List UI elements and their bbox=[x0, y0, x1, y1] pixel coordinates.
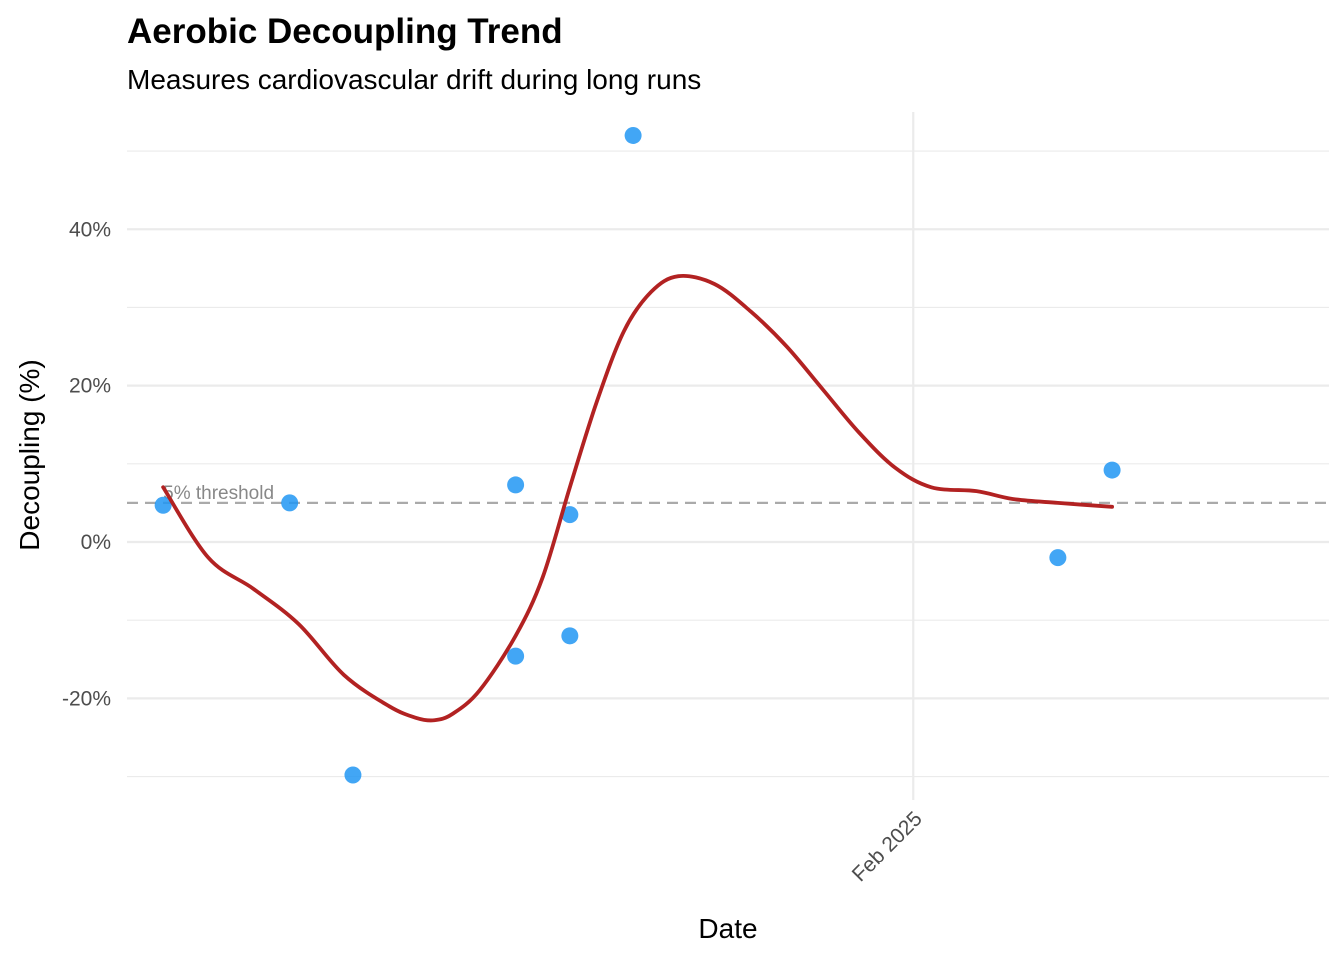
data-points bbox=[154, 126, 1121, 784]
x-axis-title: Date bbox=[698, 913, 757, 944]
threshold-label: 5% threshold bbox=[163, 483, 274, 504]
data-point bbox=[624, 126, 642, 144]
y-axis-title: Decoupling (%) bbox=[14, 359, 45, 550]
y-tick-label: 40% bbox=[69, 218, 111, 241]
data-point bbox=[561, 627, 579, 645]
data-point bbox=[1103, 461, 1121, 479]
data-point bbox=[281, 494, 299, 512]
data-point bbox=[561, 506, 579, 524]
data-point bbox=[1049, 549, 1067, 567]
x-tick-label: Feb 2025 bbox=[848, 807, 927, 886]
y-axis-tick-labels: -20% 0% 20% 40% bbox=[62, 218, 111, 710]
data-point bbox=[344, 766, 362, 784]
chart-title: Aerobic Decoupling Trend bbox=[127, 12, 563, 51]
trend-line bbox=[161, 274, 1114, 723]
y-tick-label: 0% bbox=[81, 531, 111, 554]
y-tick-label: 20% bbox=[69, 375, 111, 398]
major-gridlines bbox=[127, 112, 1329, 800]
chart-subtitle: Measures cardiovascular drift during lon… bbox=[127, 64, 701, 95]
x-axis-tick-labels: Feb 2025 bbox=[848, 807, 927, 886]
data-point bbox=[154, 496, 172, 514]
minor-gridlines bbox=[127, 150, 1329, 778]
data-point bbox=[507, 647, 525, 665]
data-point bbox=[507, 476, 525, 494]
y-tick-label: -20% bbox=[62, 687, 111, 710]
